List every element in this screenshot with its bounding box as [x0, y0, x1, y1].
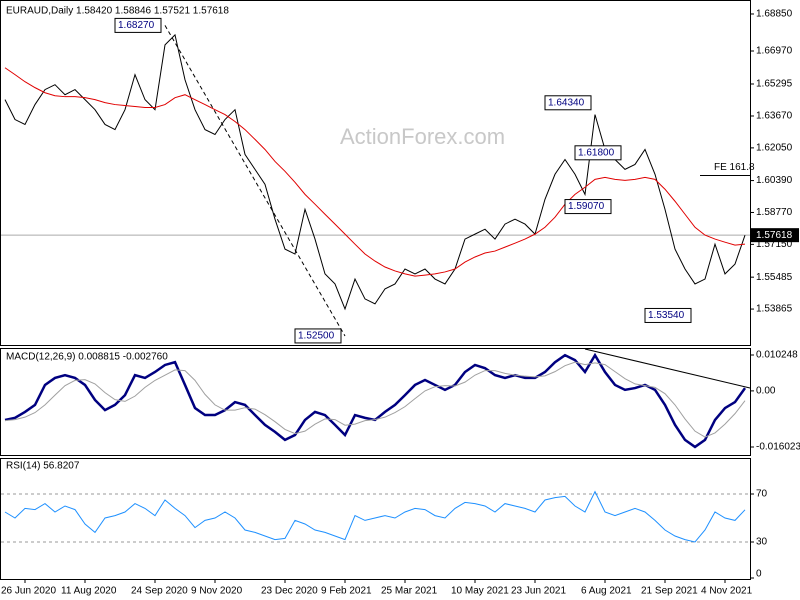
annotation-label: 1.53540	[648, 310, 685, 321]
y-tick-label: 1.60390	[756, 175, 793, 186]
rsi-header: RSI(14) 56.8207	[6, 461, 80, 472]
series-line	[4, 490, 746, 543]
series-line	[4, 361, 746, 438]
y-tick-label: 1.55485	[756, 272, 793, 283]
x-tick-label: 6 Aug 2021	[581, 586, 632, 597]
y-tick-label: 30	[756, 537, 768, 548]
y-tick-label: 1.63670	[756, 111, 793, 122]
y-tick-label: 0	[756, 569, 762, 580]
x-tick-label: 9 Feb 2021	[321, 586, 372, 597]
annotation-label: 1.61800	[578, 147, 615, 158]
x-tick-label: 9 Nov 2020	[191, 586, 243, 597]
x-tick-label: 4 Nov 2021	[701, 586, 753, 597]
x-tick-label: 23 Dec 2020	[261, 586, 318, 597]
y-tick-label: -0.016023	[756, 442, 800, 453]
macd-header: MACD(12,26,9) 0.008815 -0.002760	[6, 352, 168, 363]
x-tick-label: 11 Aug 2020	[61, 586, 117, 597]
series-line	[4, 67, 746, 277]
y-tick-label: 1.58770	[756, 207, 793, 218]
price-header: EURAUD,Daily 1.58420 1.58846 1.57521 1.5…	[6, 6, 229, 17]
rsi-panel	[0, 458, 751, 580]
price-panel	[0, 0, 751, 346]
x-tick-label: 24 Sep 2020	[131, 586, 188, 597]
y-tick-label: 1.62050	[756, 143, 793, 154]
annotation-box	[574, 145, 622, 161]
y-tick-label: 0.010248	[756, 350, 798, 361]
y-tick-label: 70	[756, 489, 768, 500]
current-price-box	[751, 228, 799, 243]
annotation-label: 1.64340	[548, 97, 585, 108]
y-tick-label: 1.57150	[756, 239, 793, 250]
annotation-label: 1.59070	[568, 201, 605, 212]
trend-line	[164, 25, 346, 337]
y-tick-label: 1.53865	[756, 304, 793, 315]
annotation-box	[544, 95, 592, 111]
y-tick-label: 1.65295	[756, 79, 793, 90]
x-tick-label: 23 Jun 2021	[511, 586, 566, 597]
macd-trend-line	[584, 348, 751, 389]
fe-label: FE 161.8	[714, 162, 755, 173]
annotation-label: 1.68270	[118, 20, 155, 31]
x-tick-label: 21 Sep 2021	[641, 586, 698, 597]
y-tick-label: 0.00	[756, 386, 776, 397]
series-line	[4, 33, 746, 311]
x-tick-label: 26 Jun 2020	[1, 586, 56, 597]
y-tick-label: 1.68850	[756, 9, 793, 20]
annotation-label: 1.52500	[298, 331, 335, 342]
watermark: ActionForex.com	[340, 124, 505, 149]
annotation-box	[564, 199, 612, 215]
x-tick-label: 10 May 2021	[451, 586, 509, 597]
y-tick-label: 1.66970	[756, 46, 793, 57]
annotation-box	[294, 328, 342, 344]
annotation-box	[114, 17, 162, 33]
macd-panel	[0, 348, 751, 456]
x-tick-label: 25 Mar 2021	[381, 586, 438, 597]
annotation-box	[644, 307, 692, 323]
current-price-label: 1.57618	[756, 230, 793, 241]
